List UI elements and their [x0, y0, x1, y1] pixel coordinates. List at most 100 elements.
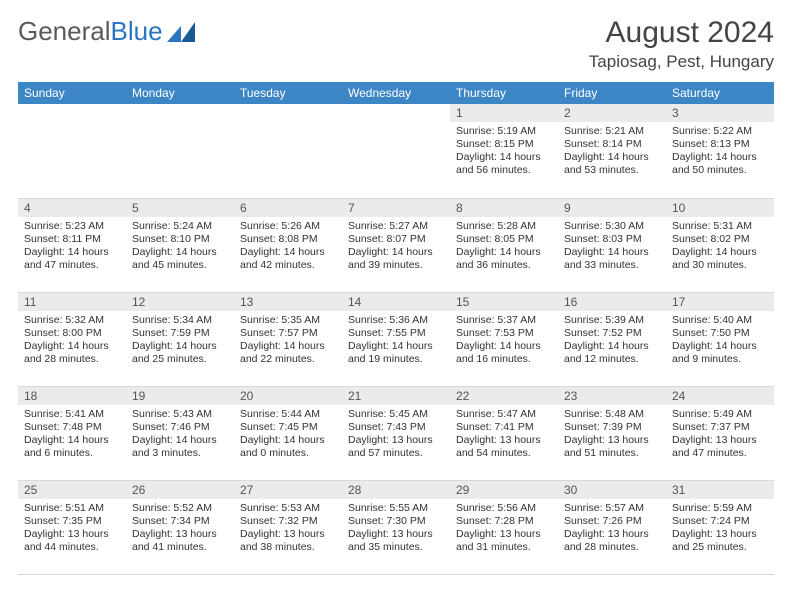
- sunrise-text: Sunrise: 5:52 AM: [132, 502, 228, 515]
- sunset-text: Sunset: 7:39 PM: [564, 421, 660, 434]
- sunset-text: Sunset: 8:00 PM: [24, 327, 120, 340]
- day-number: 1: [450, 104, 558, 122]
- brand-part2: Blue: [111, 16, 163, 47]
- sunset-text: Sunset: 7:46 PM: [132, 421, 228, 434]
- day-data: Sunrise: 5:40 AMSunset: 7:50 PMDaylight:…: [666, 311, 774, 371]
- calendar-cell: 30Sunrise: 5:57 AMSunset: 7:26 PMDayligh…: [558, 480, 666, 574]
- calendar-cell: 18Sunrise: 5:41 AMSunset: 7:48 PMDayligh…: [18, 386, 126, 480]
- day-number: 19: [126, 387, 234, 405]
- sunset-text: Sunset: 7:28 PM: [456, 515, 552, 528]
- daylight-text: Daylight: 14 hours and 25 minutes.: [132, 340, 228, 366]
- daylight-text: Daylight: 14 hours and 28 minutes.: [24, 340, 120, 366]
- weekday-header: Friday: [558, 82, 666, 104]
- day-number: 27: [234, 481, 342, 499]
- calendar-cell: 26Sunrise: 5:52 AMSunset: 7:34 PMDayligh…: [126, 480, 234, 574]
- day-data: Sunrise: 5:24 AMSunset: 8:10 PMDaylight:…: [126, 217, 234, 277]
- day-data: Sunrise: 5:57 AMSunset: 7:26 PMDaylight:…: [558, 499, 666, 559]
- day-data: Sunrise: 5:30 AMSunset: 8:03 PMDaylight:…: [558, 217, 666, 277]
- calendar-cell: 16Sunrise: 5:39 AMSunset: 7:52 PMDayligh…: [558, 292, 666, 386]
- sunset-text: Sunset: 8:07 PM: [348, 233, 444, 246]
- daylight-text: Daylight: 13 hours and 54 minutes.: [456, 434, 552, 460]
- daylight-text: Daylight: 14 hours and 9 minutes.: [672, 340, 768, 366]
- daylight-text: Daylight: 14 hours and 56 minutes.: [456, 151, 552, 177]
- day-data: Sunrise: 5:36 AMSunset: 7:55 PMDaylight:…: [342, 311, 450, 371]
- day-number: 28: [342, 481, 450, 499]
- calendar-cell: 19Sunrise: 5:43 AMSunset: 7:46 PMDayligh…: [126, 386, 234, 480]
- sunset-text: Sunset: 7:41 PM: [456, 421, 552, 434]
- sunrise-text: Sunrise: 5:57 AM: [564, 502, 660, 515]
- sunrise-text: Sunrise: 5:41 AM: [24, 408, 120, 421]
- daylight-text: Daylight: 14 hours and 36 minutes.: [456, 246, 552, 272]
- weekday-header: Wednesday: [342, 82, 450, 104]
- day-data: Sunrise: 5:48 AMSunset: 7:39 PMDaylight:…: [558, 405, 666, 465]
- day-data: Sunrise: 5:56 AMSunset: 7:28 PMDaylight:…: [450, 499, 558, 559]
- day-number: 7: [342, 199, 450, 217]
- daylight-text: Daylight: 14 hours and 47 minutes.: [24, 246, 120, 272]
- day-number: 18: [18, 387, 126, 405]
- sunset-text: Sunset: 7:35 PM: [24, 515, 120, 528]
- calendar-cell: 25 Sunrise: 5:51 AMSunset: 7:35 PMDayligh…: [18, 480, 126, 574]
- day-number: 25: [18, 481, 126, 499]
- calendar-row: 18Sunrise: 5:41 AMSunset: 7:48 PMDayligh…: [18, 386, 774, 480]
- daylight-text: Daylight: 14 hours and 53 minutes.: [564, 151, 660, 177]
- day-data: Sunrise: 5:45 AMSunset: 7:43 PMDaylight:…: [342, 405, 450, 465]
- daylight-text: Daylight: 13 hours and 44 minutes.: [24, 528, 120, 554]
- day-data: Sunrise: 5:44 AMSunset: 7:45 PMDaylight:…: [234, 405, 342, 465]
- daylight-text: Daylight: 14 hours and 30 minutes.: [672, 246, 768, 272]
- sunset-text: Sunset: 7:57 PM: [240, 327, 336, 340]
- calendar-cell: 13Sunrise: 5:35 AMSunset: 7:57 PMDayligh…: [234, 292, 342, 386]
- day-data: Sunrise: 5:34 AMSunset: 7:59 PMDaylight:…: [126, 311, 234, 371]
- day-number: 31: [666, 481, 774, 499]
- calendar-cell: 22Sunrise: 5:47 AMSunset: 7:41 PMDayligh…: [450, 386, 558, 480]
- day-data: Sunrise: 5:28 AMSunset: 8:05 PMDaylight:…: [450, 217, 558, 277]
- day-data: Sunrise: 5:52 AMSunset: 7:34 PMDaylight:…: [126, 499, 234, 559]
- daylight-text: Daylight: 14 hours and 16 minutes.: [456, 340, 552, 366]
- sunrise-text: Sunrise: 5:55 AM: [348, 502, 444, 515]
- daylight-text: Daylight: 13 hours and 35 minutes.: [348, 528, 444, 554]
- calendar-cell: .: [234, 104, 342, 198]
- daylight-text: Daylight: 13 hours and 57 minutes.: [348, 434, 444, 460]
- calendar-cell: 9Sunrise: 5:30 AMSunset: 8:03 PMDaylight…: [558, 198, 666, 292]
- day-data: Sunrise: 5:59 AMSunset: 7:24 PMDaylight:…: [666, 499, 774, 559]
- weekday-header: Tuesday: [234, 82, 342, 104]
- weekday-header: Sunday: [18, 82, 126, 104]
- sunrise-text: Sunrise: 5:35 AM: [240, 314, 336, 327]
- sunrise-text: Sunrise: 5:24 AM: [132, 220, 228, 233]
- sunrise-text: Sunrise: 5:21 AM: [564, 125, 660, 138]
- sunset-text: Sunset: 7:52 PM: [564, 327, 660, 340]
- daylight-text: Daylight: 13 hours and 28 minutes.: [564, 528, 660, 554]
- day-number: 21: [342, 387, 450, 405]
- calendar-cell: 23Sunrise: 5:48 AMSunset: 7:39 PMDayligh…: [558, 386, 666, 480]
- sunrise-text: Sunrise: 5:53 AM: [240, 502, 336, 515]
- daylight-text: Daylight: 14 hours and 45 minutes.: [132, 246, 228, 272]
- sunrise-text: Sunrise: 5:30 AM: [564, 220, 660, 233]
- day-number: 4: [18, 199, 126, 217]
- sunset-text: Sunset: 8:08 PM: [240, 233, 336, 246]
- day-data: Sunrise: 5:47 AMSunset: 7:41 PMDaylight:…: [450, 405, 558, 465]
- calendar-cell: 17Sunrise: 5:40 AMSunset: 7:50 PMDayligh…: [666, 292, 774, 386]
- day-number: 26: [126, 481, 234, 499]
- day-number: 3: [666, 104, 774, 122]
- day-data: Sunrise: 5:35 AMSunset: 7:57 PMDaylight:…: [234, 311, 342, 371]
- calendar-table: SundayMondayTuesdayWednesdayThursdayFrid…: [18, 82, 774, 575]
- sunrise-text: Sunrise: 5:48 AM: [564, 408, 660, 421]
- sunrise-text: Sunrise: 5:59 AM: [672, 502, 768, 515]
- calendar-cell: 15Sunrise: 5:37 AMSunset: 7:53 PMDayligh…: [450, 292, 558, 386]
- sunset-text: Sunset: 8:05 PM: [456, 233, 552, 246]
- calendar-cell: .: [18, 104, 126, 198]
- sunrise-text: Sunrise: 5:19 AM: [456, 125, 552, 138]
- day-data: Sunrise: 5:43 AMSunset: 7:46 PMDaylight:…: [126, 405, 234, 465]
- day-data: Sunrise: 5:19 AMSunset: 8:15 PMDaylight:…: [450, 122, 558, 182]
- calendar-cell: 7Sunrise: 5:27 AMSunset: 8:07 PMDaylight…: [342, 198, 450, 292]
- sunset-text: Sunset: 7:37 PM: [672, 421, 768, 434]
- calendar-cell: 2 Sunrise: 5:21 AMSunset: 8:14 PMDaylight…: [558, 104, 666, 198]
- calendar-cell: 4Sunrise: 5:23 AMSunset: 8:11 PMDaylight…: [18, 198, 126, 292]
- daylight-text: Daylight: 13 hours and 31 minutes.: [456, 528, 552, 554]
- location-text: Tapiosag, Pest, Hungary: [589, 52, 774, 72]
- day-data: Sunrise: 5:49 AMSunset: 7:37 PMDaylight:…: [666, 405, 774, 465]
- sunset-text: Sunset: 8:14 PM: [564, 138, 660, 151]
- calendar-cell: 11Sunrise: 5:32 AMSunset: 8:00 PMDayligh…: [18, 292, 126, 386]
- daylight-text: Daylight: 14 hours and 3 minutes.: [132, 434, 228, 460]
- sunrise-text: Sunrise: 5:51 AM: [24, 502, 120, 515]
- day-number: 2: [558, 104, 666, 122]
